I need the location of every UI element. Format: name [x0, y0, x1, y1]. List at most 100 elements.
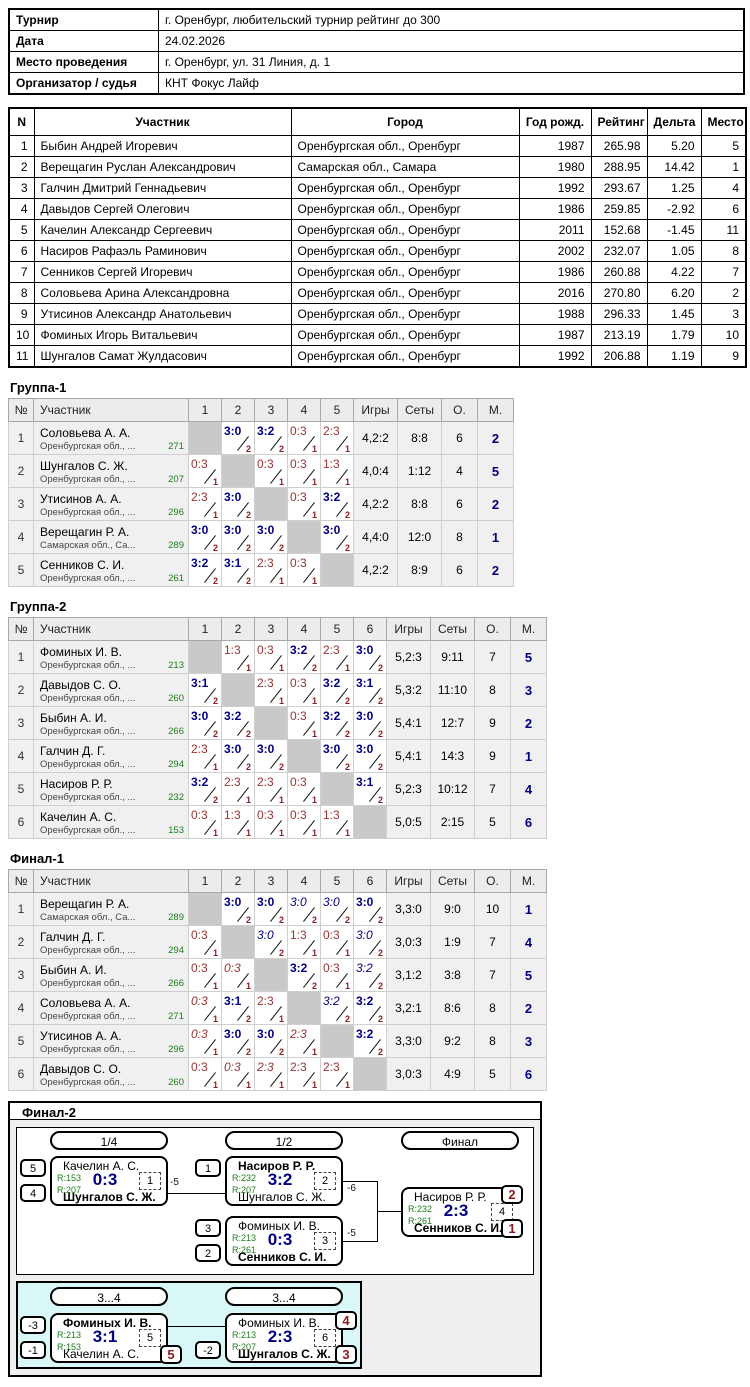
participant-row: 1 Быбин Андрей Игоревич Оренбургская обл.,…	[8, 135, 747, 157]
header-sets: Сеты	[430, 617, 475, 641]
participant-rating: 261	[168, 573, 184, 584]
match-points: 1	[278, 696, 284, 706]
set-score: 3:0	[356, 742, 374, 756]
score-cell: 3:2 2	[188, 553, 222, 587]
participant-region: Оренбургская обл., ...	[40, 660, 136, 671]
set-score: 1:3	[290, 928, 307, 942]
participant-sub: Оренбургская обл., ... 260	[34, 692, 188, 704]
set-score: 0:3	[224, 961, 241, 975]
games-cell: 5,2:3	[386, 640, 431, 674]
match-points: 1	[245, 663, 251, 673]
player-name-top: Насиров Р. Р.	[414, 1190, 487, 1204]
results-row: 5 Утисинов А. А. Оренбургская обл., ... 296…	[8, 1024, 547, 1058]
participant-region: Оренбургская обл., ...	[40, 825, 136, 836]
set-score: 3:0	[224, 742, 242, 756]
self-cell	[320, 772, 354, 806]
points-cell: 4	[441, 454, 478, 488]
player-rating-bottom: R:261	[408, 1216, 433, 1226]
match-number: 6	[314, 1329, 336, 1347]
player-name-bottom: Сенников С. И.	[414, 1221, 503, 1235]
self-cell	[188, 640, 222, 674]
participant-name: Давыдов С. О.	[40, 678, 122, 692]
player-name-bottom: Сенников С. И.	[238, 1250, 327, 1264]
self-cell	[254, 958, 288, 992]
set-score: 0:3	[257, 643, 274, 657]
match-points: 1	[245, 795, 251, 805]
set-score: 0:3	[191, 994, 208, 1008]
score-cell: 3:0 2	[254, 925, 288, 959]
results-row: 5 Сенников С. И. Оренбургская обл., ... 261…	[8, 553, 514, 587]
sets-cell: 1:9	[430, 925, 475, 959]
group1-title: Группа-1	[10, 380, 67, 395]
self-cell	[287, 991, 321, 1025]
self-cell	[320, 1024, 354, 1058]
set-score: 0:3	[290, 556, 307, 570]
points-cell: 9	[474, 739, 511, 773]
sets-cell: 2:15	[430, 805, 475, 839]
num-cell: 1	[8, 135, 35, 157]
participant-region: Оренбургская обл., ...	[40, 759, 136, 770]
match-points: 2	[278, 1047, 284, 1057]
participant-sub: Оренбургская обл., ... 266	[34, 977, 188, 989]
place-cell: 3	[510, 1024, 547, 1058]
results-row: 2 Давыдов С. О. Оренбургская обл., ... 260 3…	[8, 673, 547, 707]
header-opponent-6: 6	[353, 617, 387, 641]
score-cell: 3:2 2	[353, 958, 387, 992]
points-cell: 7	[474, 925, 511, 959]
score-cell: 3:2 2	[287, 958, 321, 992]
score-cell: 0:3 1	[287, 673, 321, 707]
participant-region: Самарская обл., Са...	[40, 540, 136, 551]
participant-cell: Быбин А. И. Оренбургская обл., ... 266	[33, 958, 189, 992]
header-points: О.	[474, 869, 511, 893]
place-cell: 3	[510, 673, 547, 707]
score-cell: 0:3 1	[287, 487, 321, 521]
match-points: 1	[311, 1047, 317, 1057]
participant-region: Оренбургская обл., ...	[40, 693, 136, 704]
match-points: 2	[278, 915, 284, 925]
participant-sub: Оренбургская обл., ... 232	[34, 791, 188, 803]
place-cell: 8	[700, 240, 747, 262]
points-cell: 8	[474, 991, 511, 1025]
row-num: 1	[8, 892, 34, 926]
num-cell: 6	[8, 240, 35, 262]
score-cell: 3:2 2	[353, 1024, 387, 1058]
set-score: 3:0	[224, 523, 242, 537]
place-cell: 11	[700, 219, 747, 241]
info-row: Организатор / судья КНТ Фокус Лайф	[8, 72, 745, 95]
player-name-top: Насиров Р. Р.	[238, 1159, 316, 1173]
place-cell: 5	[477, 454, 514, 488]
bracket-connector	[343, 1241, 378, 1242]
score-cell: 0:3 1	[188, 1024, 222, 1058]
final-place-badge: 2	[501, 1185, 523, 1204]
match-score: 2:3	[443, 1201, 469, 1220]
header-opponent-1: 1	[188, 398, 222, 422]
participant-region: Самарская обл., Са...	[40, 912, 136, 923]
participant-name: Качелин А. С.	[40, 810, 117, 824]
rating-cell: 293.67	[590, 177, 648, 199]
score-cell: 2:3 1	[188, 487, 222, 521]
score-cell: 2:3 1	[287, 1024, 321, 1058]
set-score: 3:0	[257, 523, 275, 537]
score-cell: 3:0 2	[287, 892, 321, 926]
round-label-pill: 3...4	[50, 1287, 168, 1306]
self-cell	[221, 673, 255, 707]
set-score: 0:3	[191, 928, 208, 942]
games-cell: 5,0:5	[386, 805, 431, 839]
match-points: 2	[377, 981, 383, 991]
set-score: 2:3	[290, 1060, 307, 1074]
set-score: 3:2	[257, 424, 275, 438]
points-cell: 9	[474, 706, 511, 740]
match-number: 1	[139, 1172, 161, 1190]
final1-table-wrap: № Участник 1 2 3 4 5 6 Игры Сеты О. М. 1 Верещагин Р.…	[8, 869, 745, 1091]
birth-year-cell: 2016	[518, 282, 592, 304]
games-cell: 4,0:4	[353, 454, 398, 488]
loser-drop-label: -6	[347, 1183, 356, 1194]
delta-cell: 1.05	[646, 240, 702, 262]
sets-cell: 8:9	[397, 553, 442, 587]
games-cell: 3,0:3	[386, 925, 431, 959]
match-points: 1	[344, 828, 350, 838]
results-header-row: № Участник 1 2 3 4 5 6 Игры Сеты О. М.	[8, 869, 547, 893]
header-opponent-4: 4	[287, 617, 321, 641]
score-cell: 3:1 2	[353, 673, 387, 707]
header-name: Участник	[33, 869, 189, 893]
